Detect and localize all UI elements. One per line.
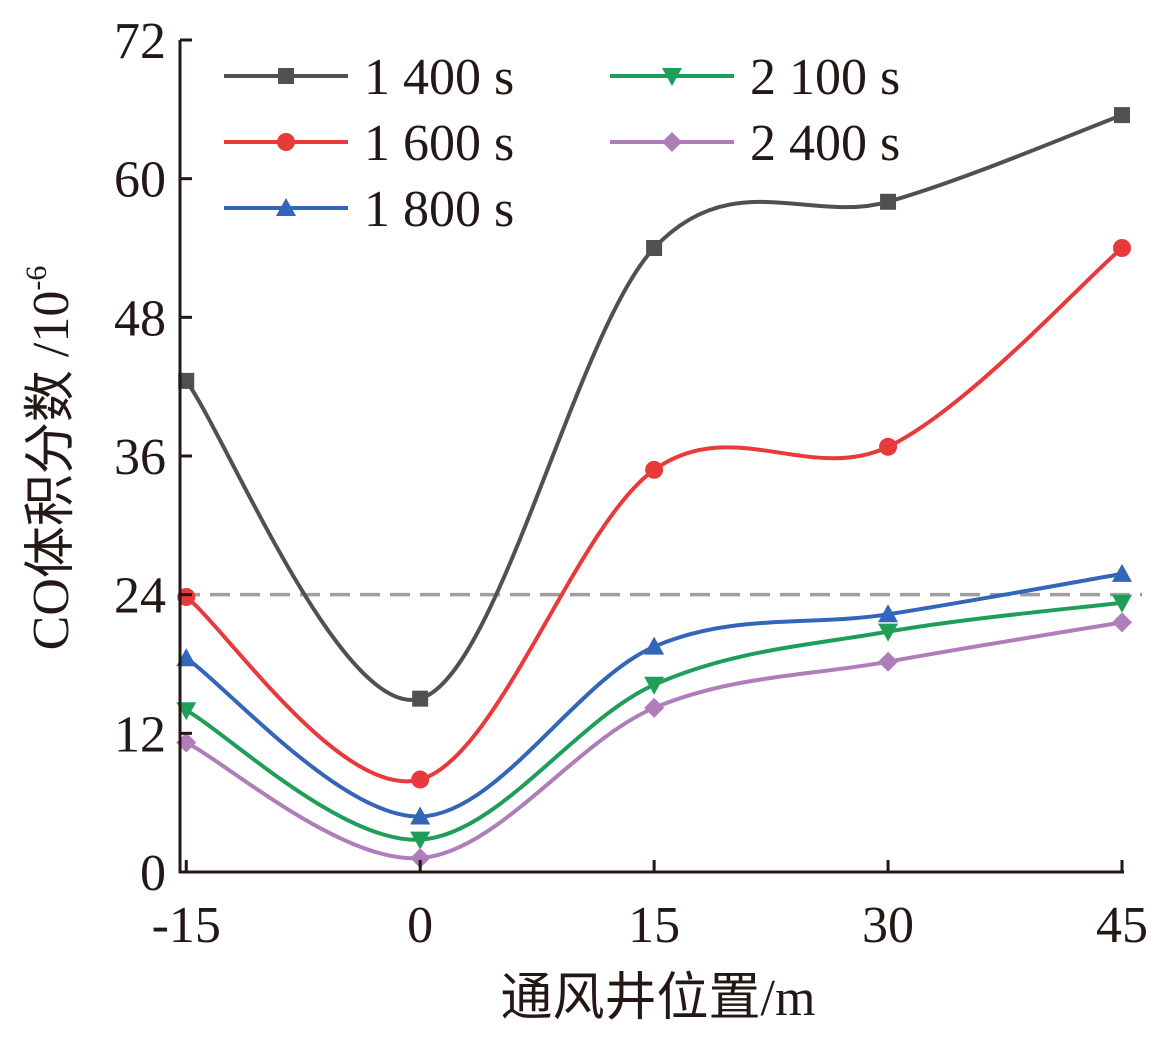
legend-marker-2400s <box>662 132 682 152</box>
series-line-1600s <box>185 246 1124 784</box>
data-point-2400s-1 <box>410 848 431 869</box>
x-tick-label--15: -15 <box>152 897 221 954</box>
legend-item-1400s: 1 400 s <box>224 49 514 106</box>
data-point-1400s-4 <box>1114 107 1130 124</box>
legend-item-2400s: 2 400 s <box>610 115 900 172</box>
y-tick-label-48: 48 <box>114 290 166 347</box>
legend-label-2100s: 2 100 s <box>750 49 900 106</box>
data-point-1800s-3 <box>878 604 899 623</box>
series-1400s <box>178 107 1130 707</box>
series-2100s <box>176 594 1132 850</box>
data-point-1400s-1 <box>412 690 429 707</box>
data-point-2400s-4 <box>1112 612 1132 633</box>
data-point-1600s-2 <box>645 460 664 479</box>
y-tick-label-36: 36 <box>114 429 166 486</box>
y-axis-title-main: CO体积分数 /10 <box>23 291 80 651</box>
data-point-1600s-4 <box>1113 239 1131 257</box>
series-line-2100s <box>185 600 1123 842</box>
data-point-2100s-2 <box>644 676 665 695</box>
data-point-1800s-1 <box>410 806 431 825</box>
y-tick-label-72: 72 <box>114 13 166 70</box>
series-line-1400s <box>184 113 1123 702</box>
legend-label-1400s: 1 400 s <box>364 49 514 106</box>
data-point-1600s-1 <box>411 770 430 789</box>
legend-marker-2100s <box>662 68 682 86</box>
data-point-2400s-3 <box>878 651 899 672</box>
data-point-1800s-4 <box>1112 563 1132 582</box>
y-axis-title-exponent: -6 <box>20 266 53 291</box>
x-tick-label-0: 0 <box>407 897 433 954</box>
legend-label-2400s: 2 400 s <box>750 115 900 172</box>
legend-item-2100s: 2 100 s <box>610 49 900 106</box>
x-axis-title: 通风井位置/m <box>501 970 816 1027</box>
y-axis-title: CO体积分数 /10-6 <box>20 266 80 651</box>
data-point-1600s-3 <box>879 437 898 456</box>
legend-marker-1800s <box>276 198 296 216</box>
x-tick-label-30: 30 <box>862 897 914 954</box>
x-tick-label-45: 45 <box>1096 897 1148 954</box>
data-point-1400s-3 <box>880 193 897 210</box>
data-point-2400s-2 <box>644 697 665 718</box>
y-tick-label-0: 0 <box>140 845 166 902</box>
legend-item-1600s: 1 600 s <box>224 115 514 172</box>
legend-item-1800s: 1 800 s <box>224 181 514 238</box>
series-1600s <box>177 239 1131 789</box>
legend-label-1600s: 1 600 s <box>364 115 514 172</box>
y-tick-label-60: 60 <box>114 152 166 209</box>
data-point-1400s-0 <box>178 372 195 389</box>
legend-marker-1600s <box>277 133 295 151</box>
data-point-1400s-2 <box>646 240 663 256</box>
series-1800s <box>176 563 1132 825</box>
y-tick-label-12: 12 <box>114 706 166 763</box>
data-point-2100s-4 <box>1112 594 1132 613</box>
x-tick-label-15: 15 <box>628 897 680 954</box>
data-point-1800s-2 <box>644 636 665 655</box>
legend-label-1800s: 1 800 s <box>364 181 514 238</box>
legend-marker-1400s <box>278 68 294 84</box>
data-point-1600s-0 <box>177 587 196 606</box>
data-point-2100s-1 <box>410 831 431 850</box>
y-tick-label-24: 24 <box>114 568 166 625</box>
data-point-2100s-3 <box>878 623 899 642</box>
series-line-1800s <box>185 571 1123 819</box>
